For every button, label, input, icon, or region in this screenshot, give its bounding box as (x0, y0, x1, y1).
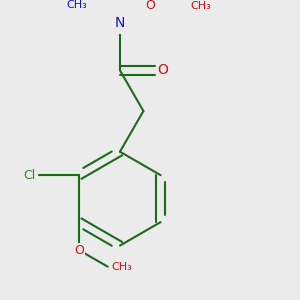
Text: CH₃: CH₃ (67, 0, 87, 10)
Text: N: N (115, 16, 125, 30)
Text: O: O (146, 0, 155, 12)
Text: O: O (74, 244, 84, 257)
Text: CH₃: CH₃ (190, 1, 211, 11)
Text: Cl: Cl (23, 169, 36, 182)
Text: O: O (157, 63, 168, 77)
Text: CH₃: CH₃ (112, 262, 132, 272)
